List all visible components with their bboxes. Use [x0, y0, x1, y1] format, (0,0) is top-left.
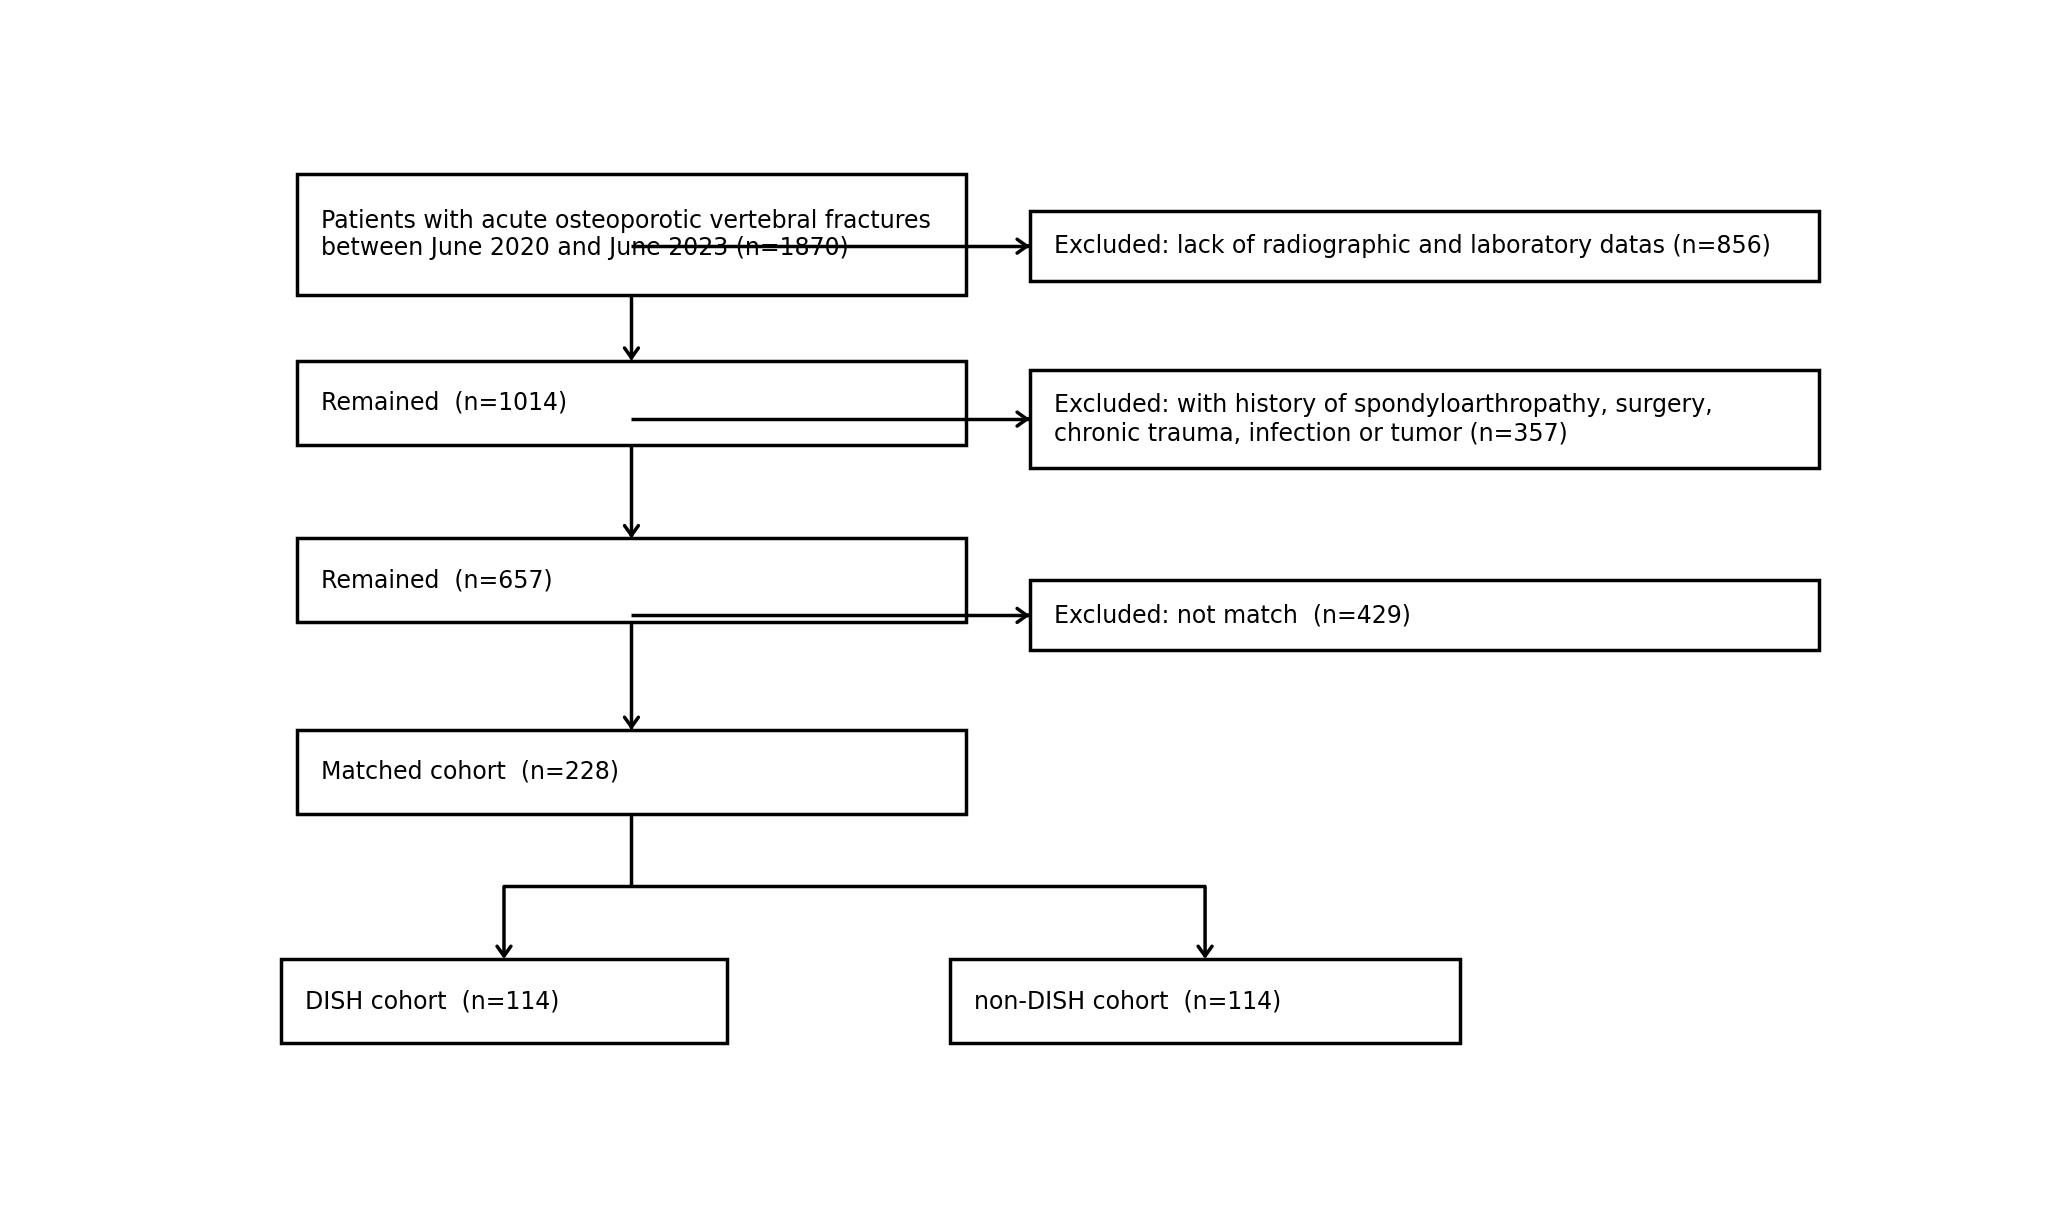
Text: Excluded: not match  (n=429): Excluded: not match (n=429) [1055, 603, 1410, 628]
Text: Patients with acute osteoporotic vertebral fractures
between June 2020 and June : Patients with acute osteoporotic vertebr… [321, 209, 931, 260]
FancyBboxPatch shape [1030, 211, 1820, 282]
Text: Matched cohort  (n=228): Matched cohort (n=228) [321, 760, 619, 784]
FancyBboxPatch shape [296, 730, 966, 815]
Text: Excluded: with history of spondyloarthropathy, surgery,
chronic trauma, infectio: Excluded: with history of spondyloarthro… [1055, 393, 1713, 446]
Text: DISH cohort  (n=114): DISH cohort (n=114) [304, 989, 559, 1012]
FancyBboxPatch shape [950, 959, 1460, 1043]
Text: Remained  (n=657): Remained (n=657) [321, 568, 553, 592]
FancyBboxPatch shape [296, 538, 966, 623]
FancyBboxPatch shape [1030, 580, 1820, 651]
FancyBboxPatch shape [296, 174, 966, 295]
FancyBboxPatch shape [296, 361, 966, 444]
Text: Excluded: lack of radiographic and laboratory datas (n=856): Excluded: lack of radiographic and labor… [1055, 234, 1770, 259]
FancyBboxPatch shape [282, 959, 728, 1043]
Text: non-DISH cohort  (n=114): non-DISH cohort (n=114) [975, 989, 1281, 1012]
FancyBboxPatch shape [1030, 370, 1820, 469]
Text: Remained  (n=1014): Remained (n=1014) [321, 391, 567, 415]
